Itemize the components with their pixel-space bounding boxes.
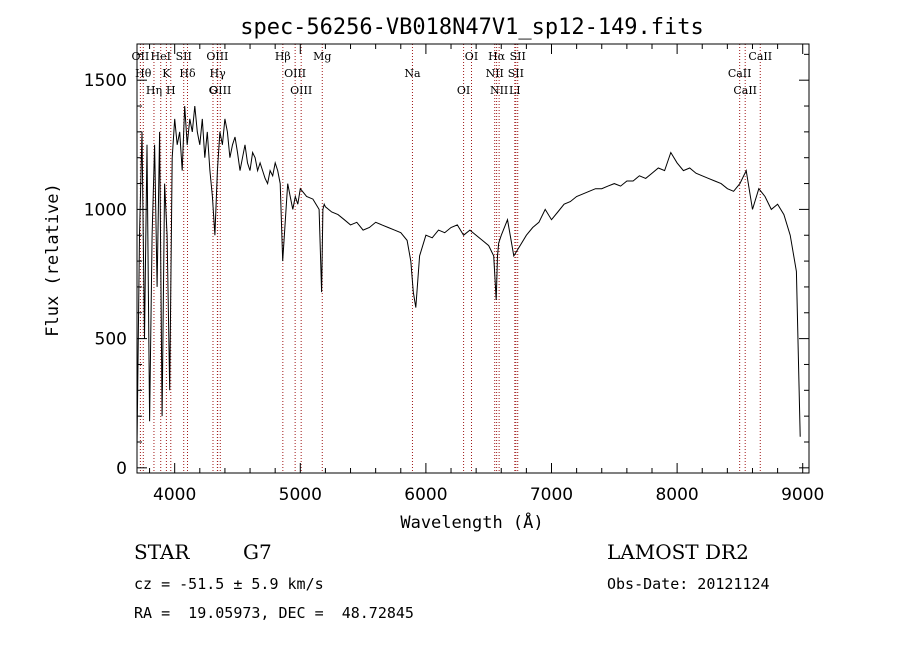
line-label-25: CaII bbox=[728, 67, 752, 80]
line-label-3: HeI bbox=[151, 50, 171, 63]
line-label-21: Hα bbox=[488, 50, 506, 63]
line-label-13: OIII bbox=[284, 67, 306, 80]
spectral-line-markers bbox=[139, 44, 761, 473]
y-axis: 0 500 1000 1500 bbox=[84, 53, 809, 479]
line-label-11: OIII bbox=[209, 84, 231, 97]
x-tick-label: 6000 bbox=[404, 485, 447, 505]
line-label-27: CaII bbox=[748, 50, 772, 63]
spectral-line-labels: OIIHθHηHeIKHSIIHδGOIIIHγOIIIHβOIIIOIIIMg… bbox=[132, 50, 773, 97]
line-label-0: OII bbox=[132, 50, 150, 63]
y-tick-label: 1500 bbox=[84, 71, 127, 91]
line-label-26: CaII bbox=[733, 84, 757, 97]
x-tick-label: 8000 bbox=[655, 485, 698, 505]
line-label-4: K bbox=[162, 67, 171, 80]
line-label-18: OI bbox=[465, 50, 478, 63]
survey-name: LAMOST DR2 bbox=[607, 540, 749, 564]
object-subclass: G7 bbox=[243, 540, 272, 564]
y-tick-label: 500 bbox=[95, 330, 127, 350]
x-axis-label: Wavelength (Å) bbox=[400, 511, 543, 533]
line-label-6: SII bbox=[176, 50, 192, 63]
line-label-22: SII bbox=[508, 67, 524, 80]
line-label-2: Hη bbox=[146, 84, 162, 97]
line-label-20: NII bbox=[490, 84, 508, 97]
line-label-12: Hβ bbox=[275, 50, 291, 63]
chart-title: spec-56256-VB018N47V1_sp12-149.fits bbox=[240, 15, 704, 40]
plot-frame bbox=[136, 43, 810, 474]
line-label-1: Hθ bbox=[135, 67, 152, 80]
y-tick-label: 1000 bbox=[84, 200, 127, 220]
obs-date: Obs-Date: 20121124 bbox=[607, 575, 770, 593]
y-axis-label: Flux (relative) bbox=[43, 183, 63, 337]
y-tick-label: 0 bbox=[116, 459, 127, 479]
line-label-9: OIII bbox=[206, 50, 228, 63]
x-tick-label: 4000 bbox=[153, 485, 196, 505]
line-label-16: Na bbox=[404, 67, 421, 80]
x-tick-label: 7000 bbox=[530, 485, 573, 505]
object-class: STAR bbox=[134, 540, 190, 564]
line-label-15: Mg bbox=[313, 50, 331, 63]
line-label-24: SII bbox=[510, 50, 526, 63]
x-axis: 4000 5000 6000 7000 8000 9000 bbox=[149, 44, 824, 505]
spectrum-series bbox=[136, 105, 801, 448]
line-label-17: OI bbox=[457, 84, 470, 97]
line-label-19: NII bbox=[486, 67, 504, 80]
redshift-text: cz = -51.5 ± 5.9 km/s bbox=[134, 575, 324, 593]
x-tick-label: 9000 bbox=[781, 485, 824, 505]
line-label-8: G bbox=[209, 84, 218, 97]
line-label-23: LI bbox=[509, 84, 521, 97]
line-label-7: Hδ bbox=[179, 67, 196, 80]
line-label-5: H bbox=[166, 84, 176, 97]
line-label-14: OIII bbox=[290, 84, 312, 97]
x-tick-label: 5000 bbox=[279, 485, 322, 505]
coordinates: RA = 19.05973, DEC = 48.72845 bbox=[134, 604, 414, 622]
line-label-10: Hγ bbox=[210, 67, 227, 80]
